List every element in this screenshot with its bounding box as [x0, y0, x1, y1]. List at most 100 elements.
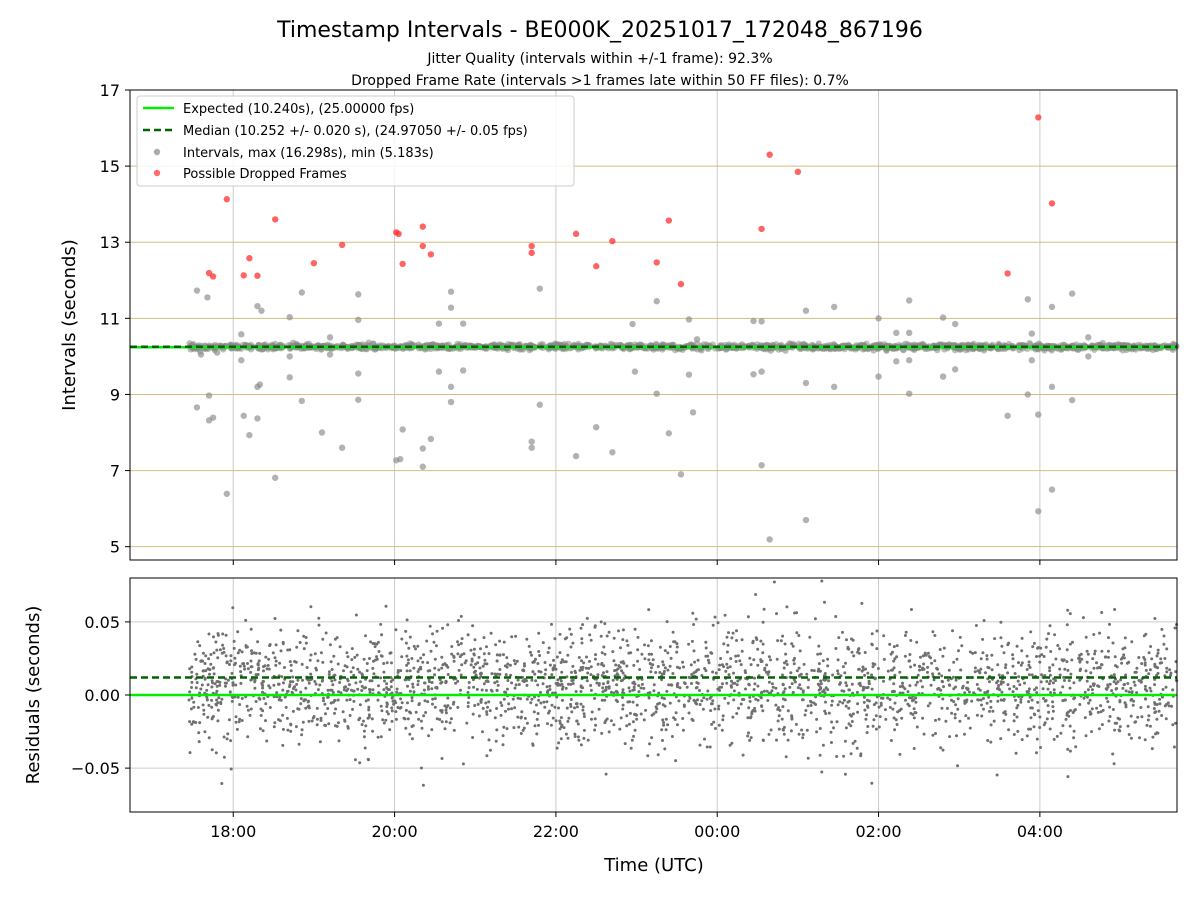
residual-point	[1006, 683, 1010, 687]
residual-point	[210, 748, 214, 752]
residual-point	[1112, 762, 1116, 766]
residual-point	[600, 698, 604, 702]
residual-point	[1038, 660, 1042, 664]
residual-point	[485, 754, 489, 758]
residual-point	[538, 654, 542, 657]
residual-point	[967, 690, 971, 694]
residual-point	[262, 669, 265, 673]
residual-point	[234, 683, 238, 687]
residual-point	[847, 688, 851, 692]
residual-point	[203, 730, 207, 734]
residual-point	[231, 683, 235, 687]
interval-point	[205, 392, 213, 399]
residual-point	[576, 735, 580, 739]
residual-point	[788, 685, 792, 689]
residual-point	[1054, 657, 1058, 661]
residuals-y-tick-label: 0.00	[84, 686, 120, 705]
residual-point	[838, 700, 842, 704]
residual-point	[959, 668, 963, 672]
residual-point	[482, 652, 486, 656]
residual-point	[593, 717, 597, 721]
residual-point	[614, 698, 618, 702]
residual-point	[348, 714, 352, 717]
residual-point	[294, 725, 298, 729]
residual-point	[440, 720, 444, 724]
residual-point	[1116, 680, 1120, 684]
residual-point	[892, 666, 896, 670]
residual-point	[294, 660, 298, 664]
residual-point	[214, 702, 218, 706]
residual-point	[1058, 647, 1062, 651]
residual-point	[408, 635, 412, 639]
residual-point	[1115, 687, 1119, 690]
residual-point	[557, 706, 560, 710]
residual-point	[908, 684, 912, 688]
residual-point	[1148, 724, 1152, 728]
residual-point	[203, 662, 207, 665]
residual-point	[545, 685, 549, 689]
residual-point	[390, 706, 394, 710]
residual-point	[1080, 657, 1084, 661]
residual-point	[877, 725, 881, 729]
residual-point	[989, 740, 993, 744]
residual-point	[575, 705, 579, 709]
residual-point	[724, 669, 728, 673]
residual-point	[593, 728, 597, 732]
interval-point	[750, 317, 757, 325]
residual-point	[910, 608, 913, 611]
residual-point	[1027, 660, 1031, 664]
residual-point	[940, 706, 944, 710]
residual-point	[933, 659, 937, 663]
residual-point	[1130, 690, 1134, 694]
residual-point	[416, 659, 420, 663]
residual-point	[834, 615, 838, 618]
residual-point	[368, 688, 372, 692]
residual-point	[384, 604, 388, 608]
residual-point	[414, 710, 418, 714]
residual-point	[553, 691, 557, 695]
residual-point	[956, 764, 960, 768]
residual-point	[452, 659, 456, 663]
residual-point	[1064, 717, 1068, 721]
residual-point	[1046, 704, 1050, 708]
residual-point	[313, 652, 317, 656]
residual-point	[626, 643, 630, 647]
residual-point	[1051, 709, 1055, 713]
residual-point	[573, 732, 577, 736]
residual-point	[296, 629, 300, 633]
residual-point	[406, 658, 410, 662]
residual-point	[749, 716, 752, 720]
residual-point	[1084, 635, 1088, 639]
residual-point	[327, 722, 331, 726]
residual-point	[958, 635, 962, 639]
residual-point	[448, 706, 452, 710]
residual-point	[390, 696, 394, 700]
residual-point	[457, 668, 461, 672]
residual-point	[1108, 705, 1112, 709]
residual-point	[1153, 683, 1157, 687]
residual-point	[730, 636, 734, 640]
residual-point	[892, 682, 896, 686]
residual-point	[221, 643, 225, 647]
residual-point	[767, 670, 771, 674]
residual-point	[407, 646, 411, 650]
residual-point	[700, 699, 704, 703]
residual-point	[675, 645, 679, 649]
dropped-frame-point	[1004, 270, 1011, 277]
residual-point	[346, 655, 350, 659]
residual-point	[422, 653, 426, 657]
dropped-frame-point	[1035, 114, 1042, 121]
residual-point	[395, 690, 399, 694]
residual-point	[585, 679, 589, 683]
residual-point	[368, 657, 371, 660]
residual-point	[221, 632, 225, 636]
residual-point	[945, 706, 949, 710]
residual-point	[705, 697, 709, 701]
residual-point	[605, 670, 609, 674]
residual-point	[296, 678, 300, 682]
residual-point	[731, 715, 735, 719]
residual-point	[704, 646, 708, 650]
residual-point	[534, 703, 538, 707]
residual-point	[597, 707, 601, 711]
interval-point	[830, 383, 838, 391]
